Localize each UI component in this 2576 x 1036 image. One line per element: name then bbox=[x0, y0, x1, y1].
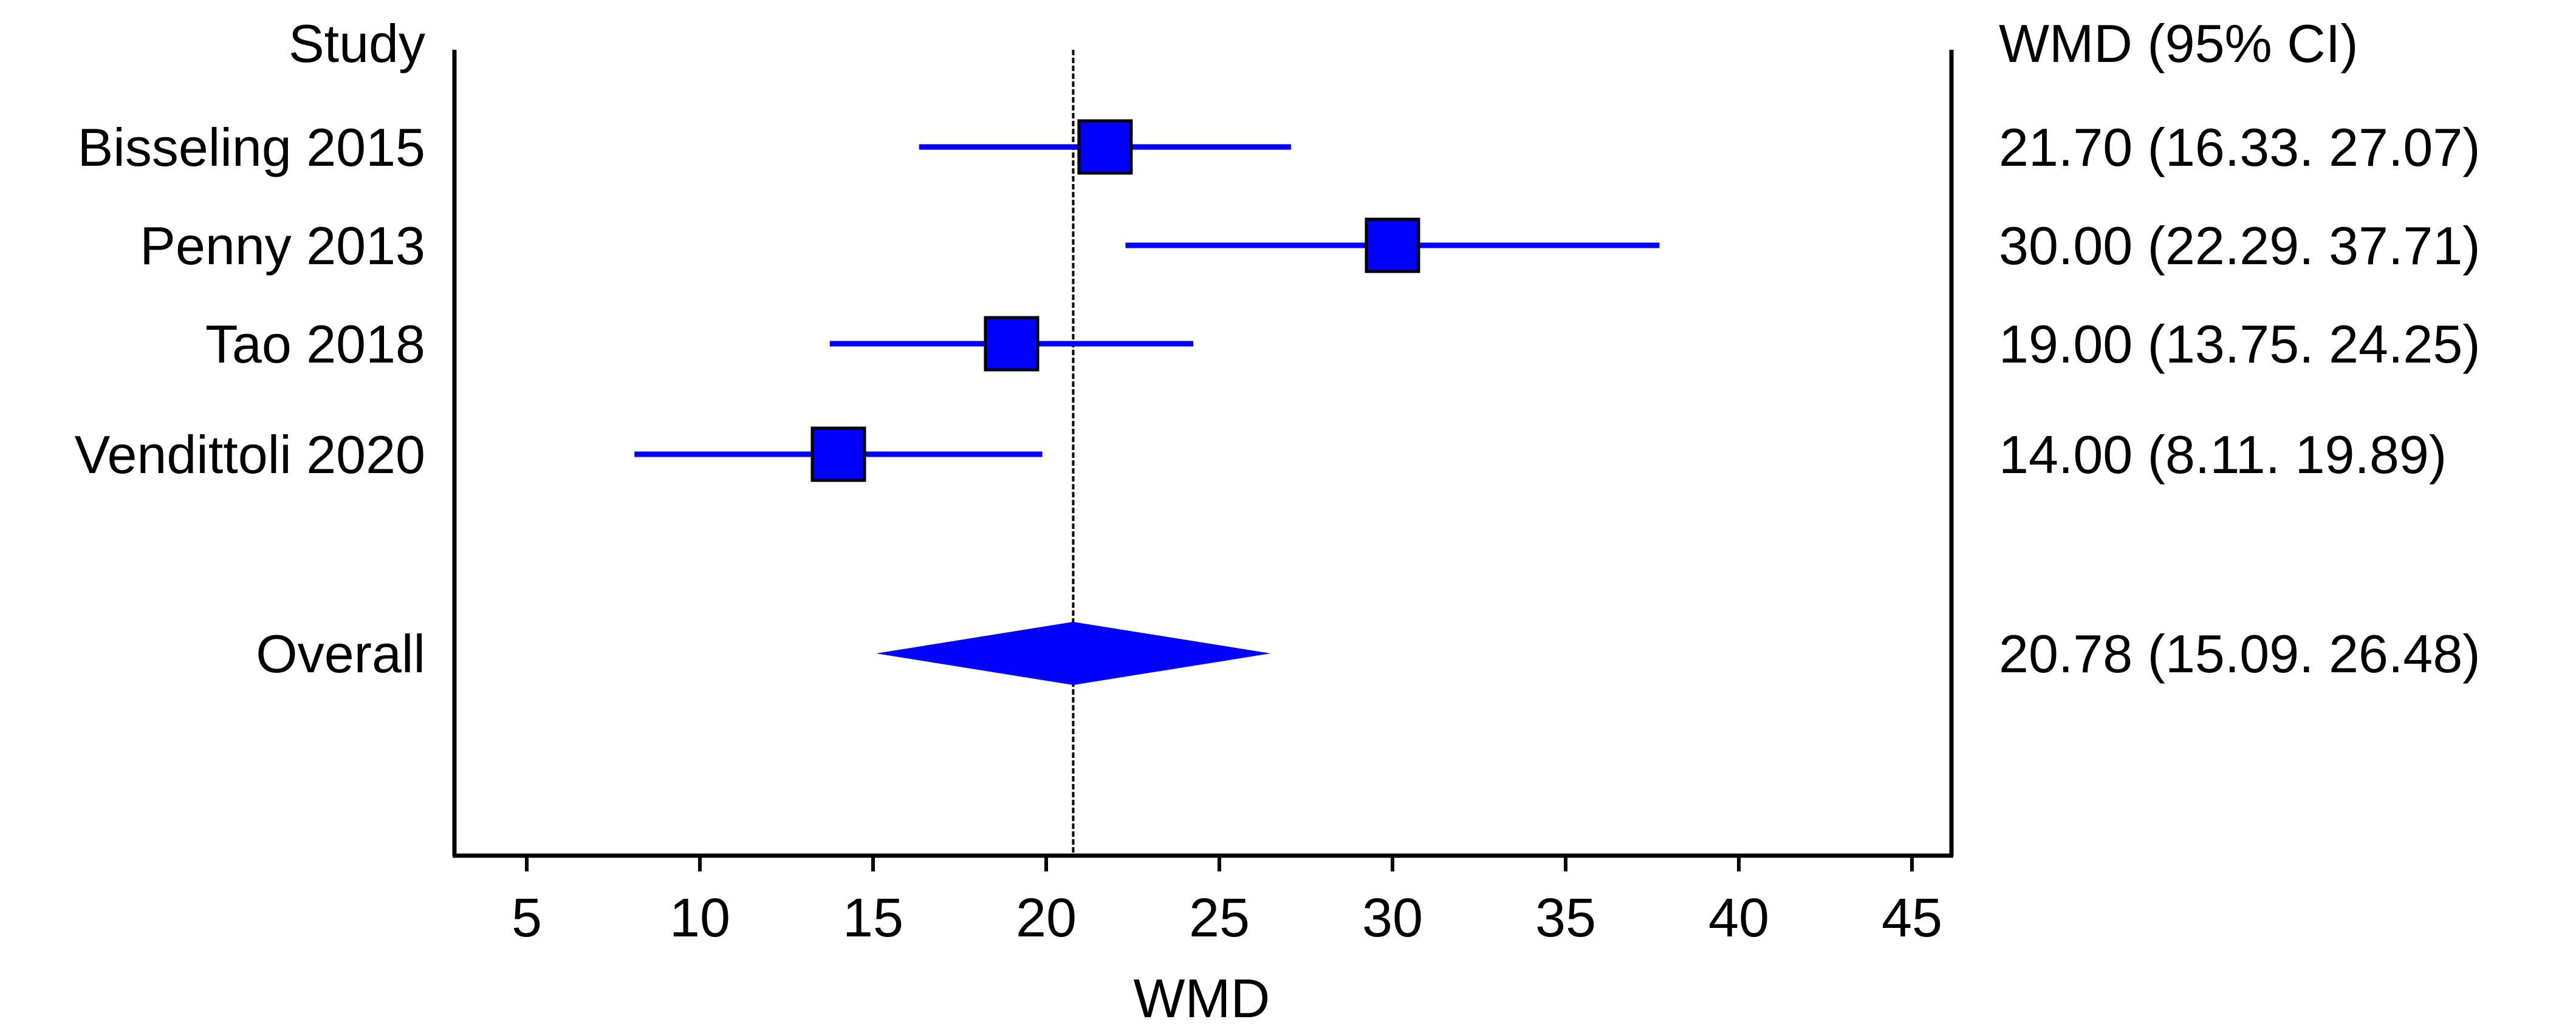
x-tick-label: 45 bbox=[1882, 888, 1942, 949]
estimate-marker bbox=[1365, 217, 1420, 273]
estimate-marker bbox=[810, 426, 866, 482]
x-tick-label: 40 bbox=[1708, 888, 1769, 949]
study-column-header: Study bbox=[289, 13, 425, 73]
x-tick-label: 30 bbox=[1362, 888, 1423, 949]
estimate-text: 19.00 (13.75. 24.25) bbox=[1999, 314, 2481, 374]
estimate-text: 30.00 (22.29. 37.71) bbox=[1999, 216, 2481, 276]
estimate-text: 21.70 (16.33. 27.07) bbox=[1999, 117, 2481, 177]
x-tick-label: 15 bbox=[843, 888, 903, 949]
x-tick-label: 20 bbox=[1016, 888, 1077, 949]
plot-frame bbox=[452, 50, 1954, 858]
x-axis: 5 10 15 20 25 30 35 40 45 bbox=[512, 856, 1942, 949]
study-rows: Bisseling 2015 21.70 (16.33. 27.07) Penny … bbox=[75, 117, 2481, 485]
overall-estimate-text: 20.78 (15.09. 26.48) bbox=[1999, 624, 2481, 684]
estimate-marker bbox=[984, 316, 1040, 372]
estimate-marker bbox=[1077, 119, 1133, 175]
study-label: Tao 2018 bbox=[205, 314, 425, 374]
study-label: Vendittoli 2020 bbox=[75, 424, 425, 485]
x-tick-label: 10 bbox=[670, 888, 730, 949]
study-label: Bisseling 2015 bbox=[78, 117, 425, 177]
study-label: Penny 2013 bbox=[140, 216, 425, 276]
x-tick-label: 35 bbox=[1535, 888, 1596, 949]
overall-label: Overall bbox=[256, 624, 425, 684]
x-axis-title: WMD bbox=[1134, 969, 1270, 1029]
x-tick-label: 5 bbox=[512, 888, 542, 949]
overall-row: Overall 20.78 (15.09. 26.48) bbox=[256, 622, 2481, 685]
estimate-text: 14.00 (8.11. 19.89) bbox=[1999, 424, 2447, 485]
estimate-column-header: WMD (95% CI) bbox=[1999, 13, 2358, 73]
overall-diamond bbox=[876, 622, 1271, 685]
x-tick-label: 25 bbox=[1189, 888, 1250, 949]
